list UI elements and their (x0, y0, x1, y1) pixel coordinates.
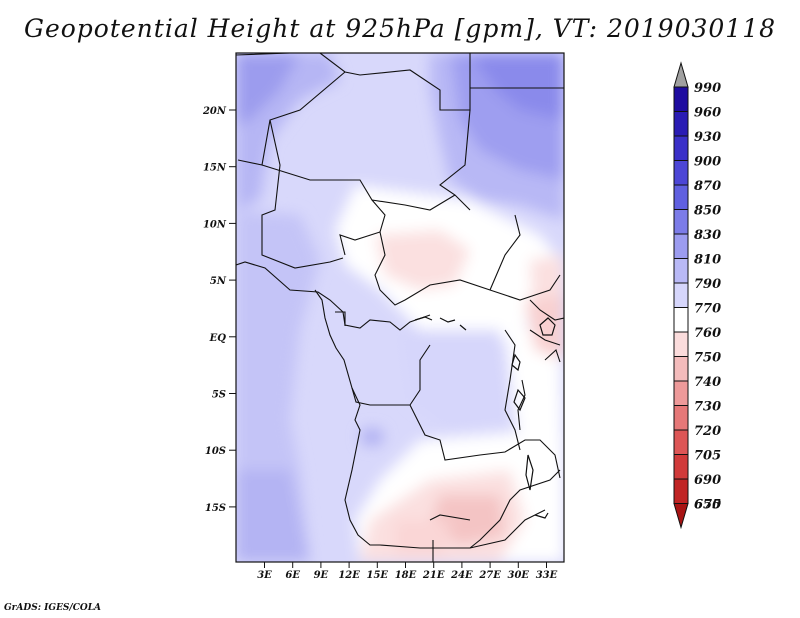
colorbar-label: 650 (694, 498, 721, 513)
lon-tick-label: 15E (367, 570, 389, 581)
colorbar-label: 740 (694, 375, 721, 390)
colorbar-swatch (673, 282, 689, 308)
colorbar-swatch (673, 184, 689, 210)
colorbar-swatch (673, 209, 689, 235)
lat-tick-label: 5N (210, 276, 227, 287)
lon-tick-label: 6E (285, 570, 300, 581)
colorbar-label: 960 (694, 106, 721, 121)
colorbar-swatch (673, 380, 689, 406)
latitude-axis: 20N 15N 10N 5N EQ 5S 10S 15S (202, 106, 236, 514)
colorbar-swatch (673, 86, 689, 112)
colorbar-label: 770 (694, 302, 721, 317)
lon-tick-label: 33E (536, 570, 558, 581)
colorbar-swatch (673, 258, 689, 284)
map-frame (235, 52, 565, 563)
lat-tick-label: 10S (205, 446, 226, 457)
colorbar-label: 760 (694, 326, 721, 341)
colorbar-swatch (673, 405, 689, 431)
lat-tick-label: 10N (203, 219, 227, 230)
colorbar-label: 675 (694, 498, 721, 513)
colorbar: 990 960 930 900 870 850 830 810 790 770 760 750 740 7… (673, 61, 721, 530)
lon-tick-label: 18E (395, 570, 417, 581)
colorbar-label: 730 (694, 400, 721, 415)
lon-tick-label: 21E (422, 570, 445, 581)
colorbar-label: 830 (694, 228, 721, 243)
colorbar-label: 720 (694, 424, 721, 439)
lat-tick-label: 5S (212, 390, 226, 401)
colorbar-label: 900 (694, 155, 721, 170)
lon-tick-label: 30E (508, 570, 530, 581)
colorbar-swatch (673, 331, 689, 357)
colorbar-label: 810 (694, 253, 721, 268)
lat-tick-label: 20N (202, 106, 227, 117)
colorbar-label: 850 (694, 204, 721, 219)
colorbar-label: 705 (694, 449, 721, 464)
lon-tick-label: 27E (478, 570, 501, 581)
country-borders (236, 53, 564, 562)
colorbar-swatch (673, 135, 689, 161)
colorbar-swatch (673, 478, 689, 504)
lon-tick-label: 3E (257, 570, 272, 581)
colorbar-swatch (673, 160, 689, 186)
colorbar-swatch (673, 429, 689, 455)
contour-field (236, 53, 564, 562)
colorbar-swatch (673, 111, 689, 137)
colorbar-label: 990 (694, 81, 721, 96)
lat-tick-label: EQ (209, 333, 227, 344)
colorbar-label: 930 (694, 130, 721, 145)
lon-tick-label: 24E (450, 570, 473, 581)
lat-tick-label: 15N (203, 163, 227, 174)
grads-credit: GrADS: IGES/COLA (4, 603, 102, 613)
colorbar-swatch (673, 454, 689, 480)
lon-tick-label: 12E (338, 570, 360, 581)
lat-tick-label: 15S (205, 503, 226, 514)
colorbar-swatch (673, 307, 689, 333)
lakes (414, 316, 556, 519)
lon-tick-label: 9E (314, 570, 329, 581)
colorbar-swatch (673, 233, 689, 259)
colorbar-label: 750 (694, 351, 721, 366)
colorbar-label: 870 (694, 179, 721, 194)
colorbar-bottom-arrow (673, 503, 689, 530)
colorbar-swatch (673, 356, 689, 382)
longitude-axis: 3E 6E 9E 12E 15E 18E 21E 24E 27E 30E 33E (257, 562, 558, 581)
chart-title: Geopotential Height at 925hPa [gpm], VT:… (23, 14, 777, 43)
colorbar-label: 690 (694, 473, 721, 488)
colorbar-label: 790 (694, 277, 721, 292)
colorbar-top-arrow (673, 61, 689, 88)
